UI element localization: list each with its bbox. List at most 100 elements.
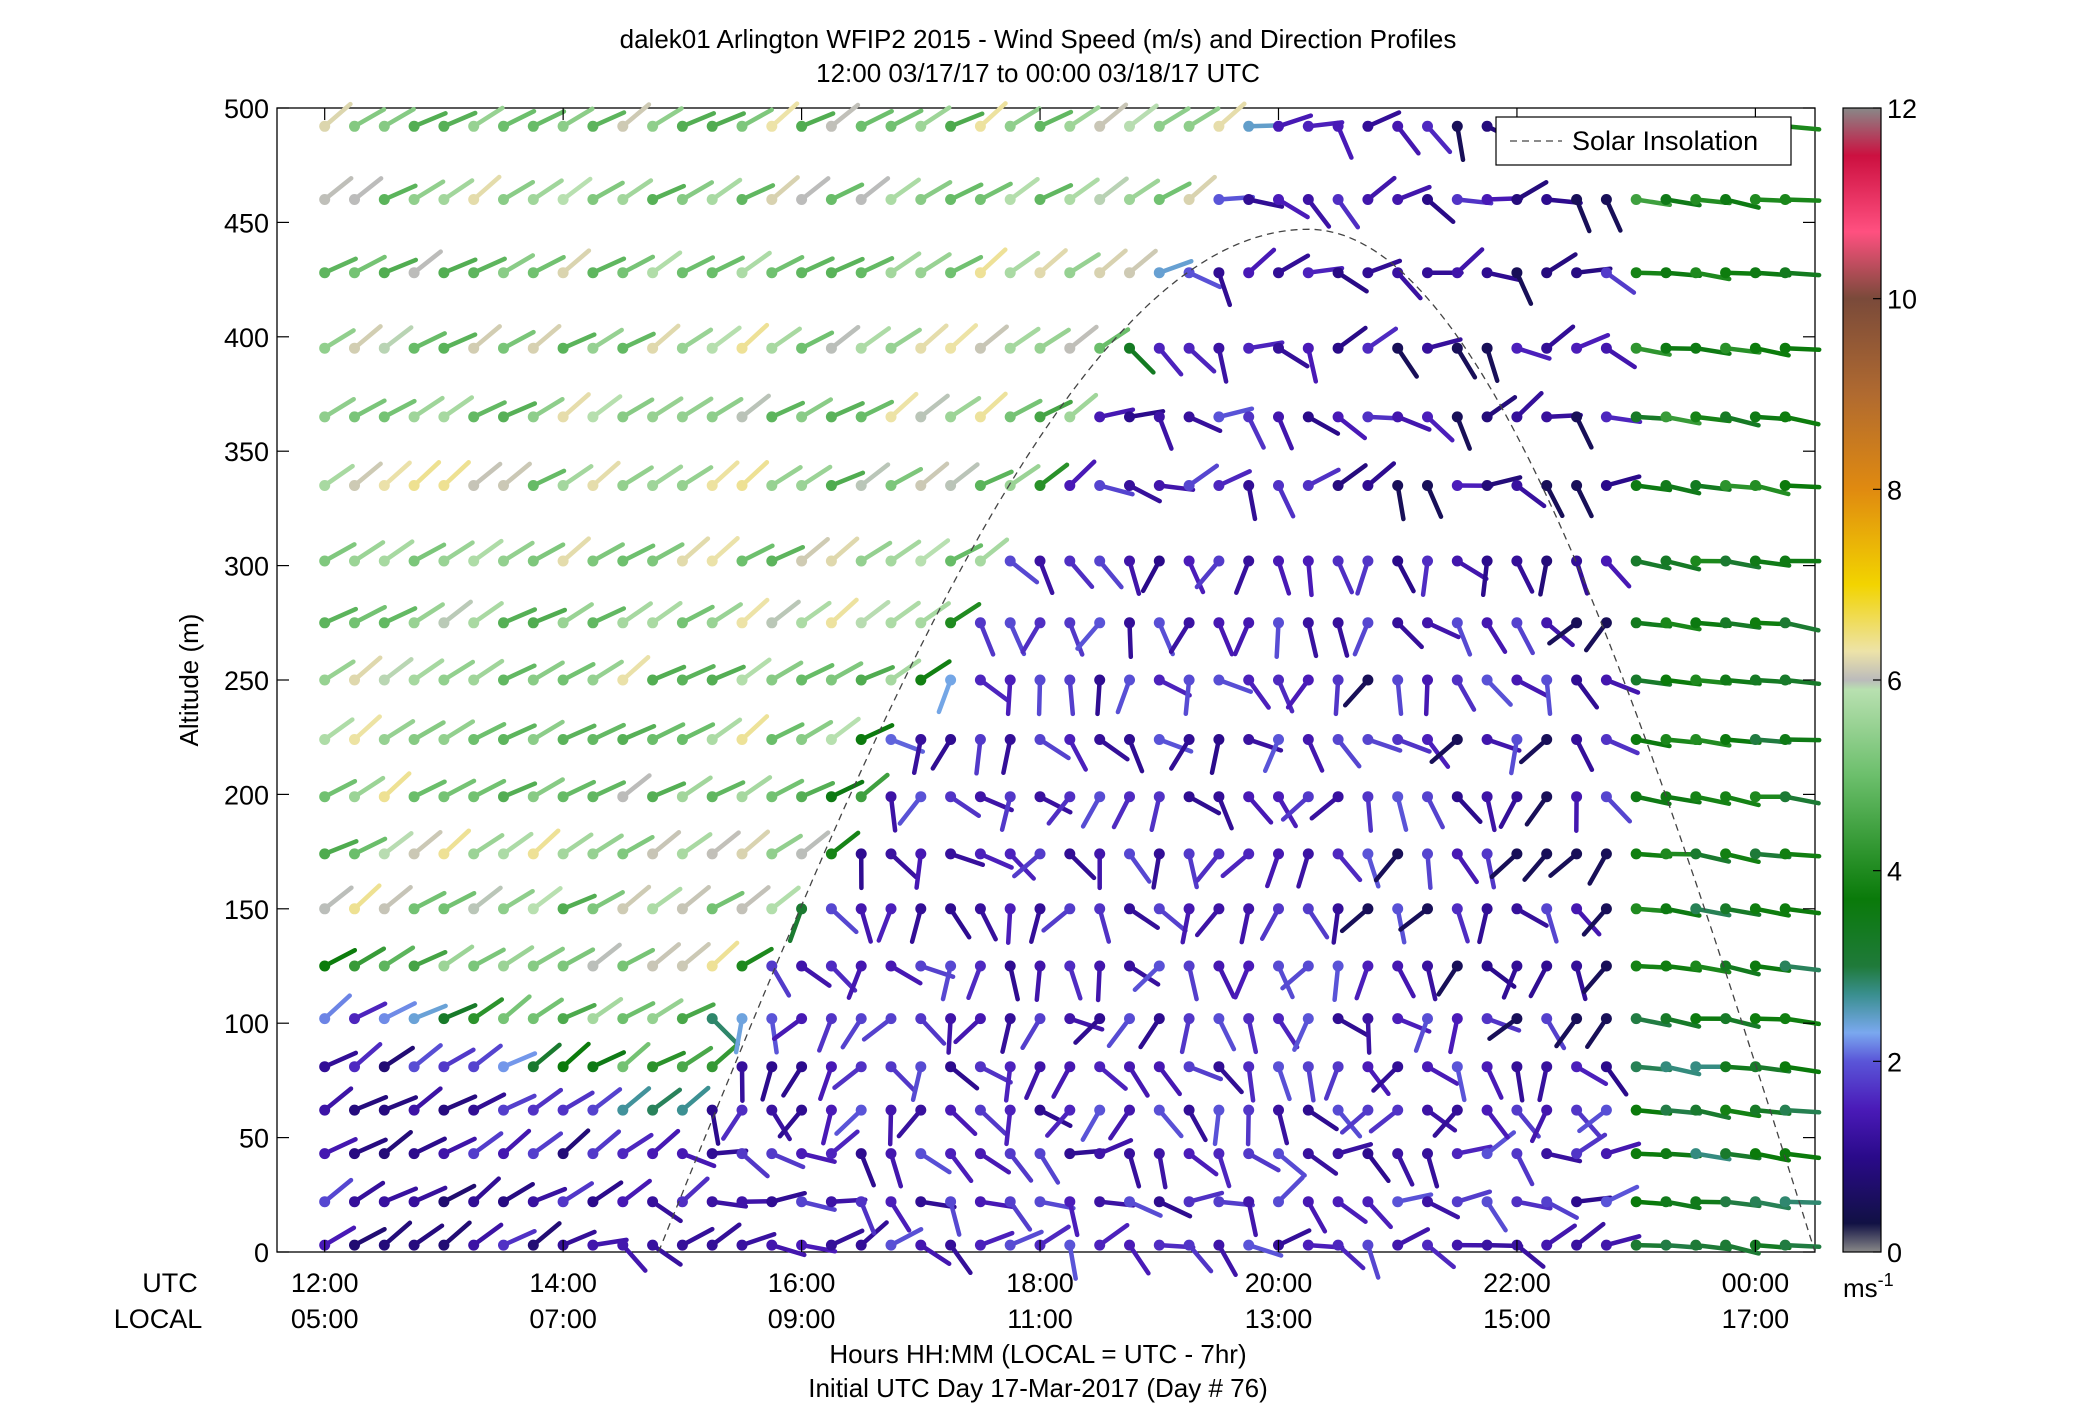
wind-barb-dot [319, 848, 331, 860]
wind-barb-dot [349, 267, 360, 279]
wind-barb-dot [498, 1061, 509, 1073]
wind-barb-dot [974, 480, 986, 491]
wind-barb-dot [706, 267, 718, 279]
wind-barb-dot [1571, 848, 1583, 860]
y-tick-label: 250 [224, 666, 269, 696]
wind-barb [709, 780, 746, 799]
wind-barb [650, 1199, 683, 1224]
wind-barb-dot [1153, 1104, 1165, 1116]
wind-barb [829, 716, 861, 742]
wind-barb [1186, 1107, 1208, 1143]
wind-barb-dot [1422, 1239, 1433, 1251]
wind-barb [680, 1226, 715, 1248]
wind-barb-dot [1481, 1196, 1493, 1208]
wind-barb-dot [945, 120, 957, 132]
wind-barb-dot [617, 848, 629, 860]
wind-barb-dot [1720, 194, 1732, 205]
wind-barb [411, 460, 442, 488]
wind-barb [858, 772, 890, 799]
wind-barb [1140, 558, 1162, 594]
wind-barb-dot [1571, 1239, 1583, 1251]
wind-barb-dot [438, 1239, 450, 1251]
wind-barb-dot [1571, 342, 1583, 354]
wind-barb [471, 885, 503, 912]
wind-barb-dot [855, 1061, 867, 1073]
wind-barb [888, 658, 922, 683]
wind-barb-dot [1630, 194, 1642, 205]
wind-barb-dot [974, 411, 986, 423]
wind-barb [531, 946, 565, 969]
wind-barb [739, 543, 775, 564]
wind-barb-dot [1422, 120, 1433, 132]
wind-barb-dot [468, 1104, 480, 1116]
colorbar-tick-label: 2 [1887, 1047, 1902, 1077]
wind-barb-dot [557, 960, 569, 972]
wind-barb [1514, 620, 1535, 656]
wind-barb [888, 851, 919, 880]
wind-barb [352, 1042, 383, 1069]
wind-barb [1067, 677, 1076, 717]
wind-barb [978, 677, 1010, 703]
wind-barb [352, 176, 384, 202]
wind-barb [1395, 620, 1424, 650]
wind-barb [1276, 1175, 1305, 1204]
wind-barb-dot [1511, 1104, 1523, 1116]
wind-barb-dot [1541, 480, 1553, 491]
wind-barb-dot [1213, 411, 1225, 423]
wind-barb [1335, 124, 1354, 160]
wind-barb-dot [1243, 734, 1255, 745]
wind-barb-dot [1153, 194, 1165, 205]
wind-barb-dot [468, 1061, 480, 1073]
wind-barb-dot [1273, 267, 1284, 279]
wind-barb [1604, 677, 1641, 695]
wind-barb [1186, 851, 1199, 890]
wind-barb [1306, 1151, 1339, 1176]
wind-barb [739, 1231, 777, 1248]
wind-barb-dot [1749, 1196, 1761, 1208]
wind-barb [1604, 270, 1637, 295]
wind-barb [1097, 327, 1131, 351]
wind-barb [1183, 677, 1192, 717]
wind-barb-dot [1690, 555, 1702, 567]
wind-barb-dot [647, 1148, 659, 1160]
wind-barb-dot [498, 120, 509, 132]
wind-barb-dot [1451, 411, 1463, 423]
wind-barb [1604, 197, 1623, 233]
wind-barb [1484, 794, 1497, 833]
y-tick-label: 0 [254, 1238, 269, 1268]
wind-barb [1498, 794, 1520, 829]
x-tick-label-utc: 16:00 [768, 1268, 836, 1298]
wind-barb-dot [1422, 1148, 1433, 1160]
wind-barb [1259, 906, 1281, 941]
wind-barb [834, 1107, 864, 1136]
wind-barb-dot [1243, 194, 1255, 205]
wind-barb-dot [1541, 734, 1553, 745]
wind-barb [948, 906, 972, 940]
wind-barb-dot [1481, 617, 1493, 629]
wind-barb-dot [438, 903, 450, 915]
wind-barb [590, 180, 625, 202]
wind-barb-dot [855, 555, 867, 567]
wind-barb [441, 828, 472, 857]
wind-barb [1234, 558, 1251, 595]
wind-barb [1335, 197, 1361, 230]
y-tick-label: 200 [224, 780, 269, 810]
wind-barb [1007, 851, 1036, 881]
wind-barb-dot [1630, 791, 1642, 803]
wind-barb-dot [1362, 734, 1374, 745]
wind-barb-dot [1660, 674, 1672, 686]
wind-barb [1455, 247, 1485, 275]
wind-barb-dot [825, 734, 837, 745]
wind-barb [1365, 175, 1397, 202]
wind-barb [352, 604, 387, 626]
wind-barb-dot [1004, 1061, 1016, 1073]
wind-barb [590, 460, 621, 488]
wind-barb-dot [1243, 1061, 1255, 1073]
wind-barb-dot [527, 1061, 539, 1073]
wind-barb-dot [468, 194, 480, 205]
wind-barb [382, 398, 417, 420]
wind-barb [1365, 1151, 1391, 1184]
wind-barb [829, 401, 865, 420]
wind-barb-dot [736, 120, 748, 132]
